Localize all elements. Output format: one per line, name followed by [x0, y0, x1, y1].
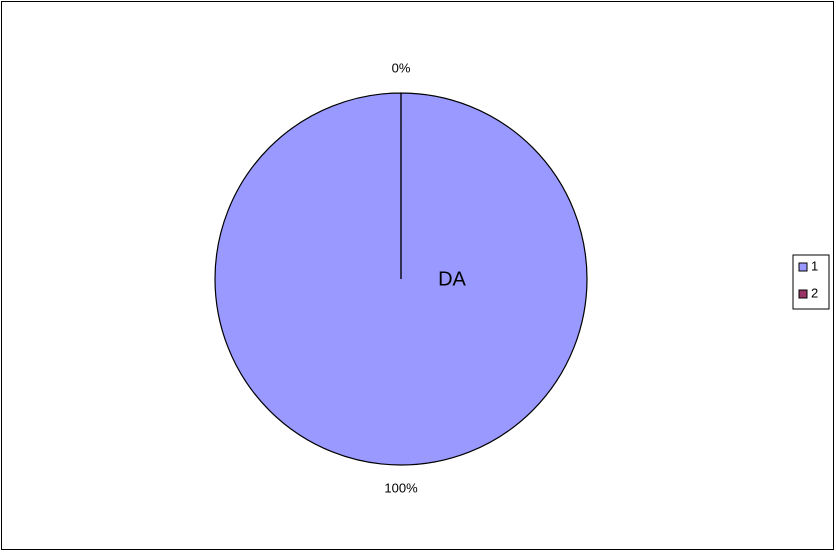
legend-swatch [798, 289, 808, 299]
legend-label: 2 [811, 285, 818, 300]
data-label: 0% [392, 60, 411, 75]
annotation: DA [438, 268, 466, 290]
legend-label: 1 [811, 258, 818, 273]
data-label: 100% [384, 480, 418, 495]
legend: 12 [792, 254, 830, 310]
legend-swatch [798, 262, 808, 272]
pie [214, 92, 588, 466]
